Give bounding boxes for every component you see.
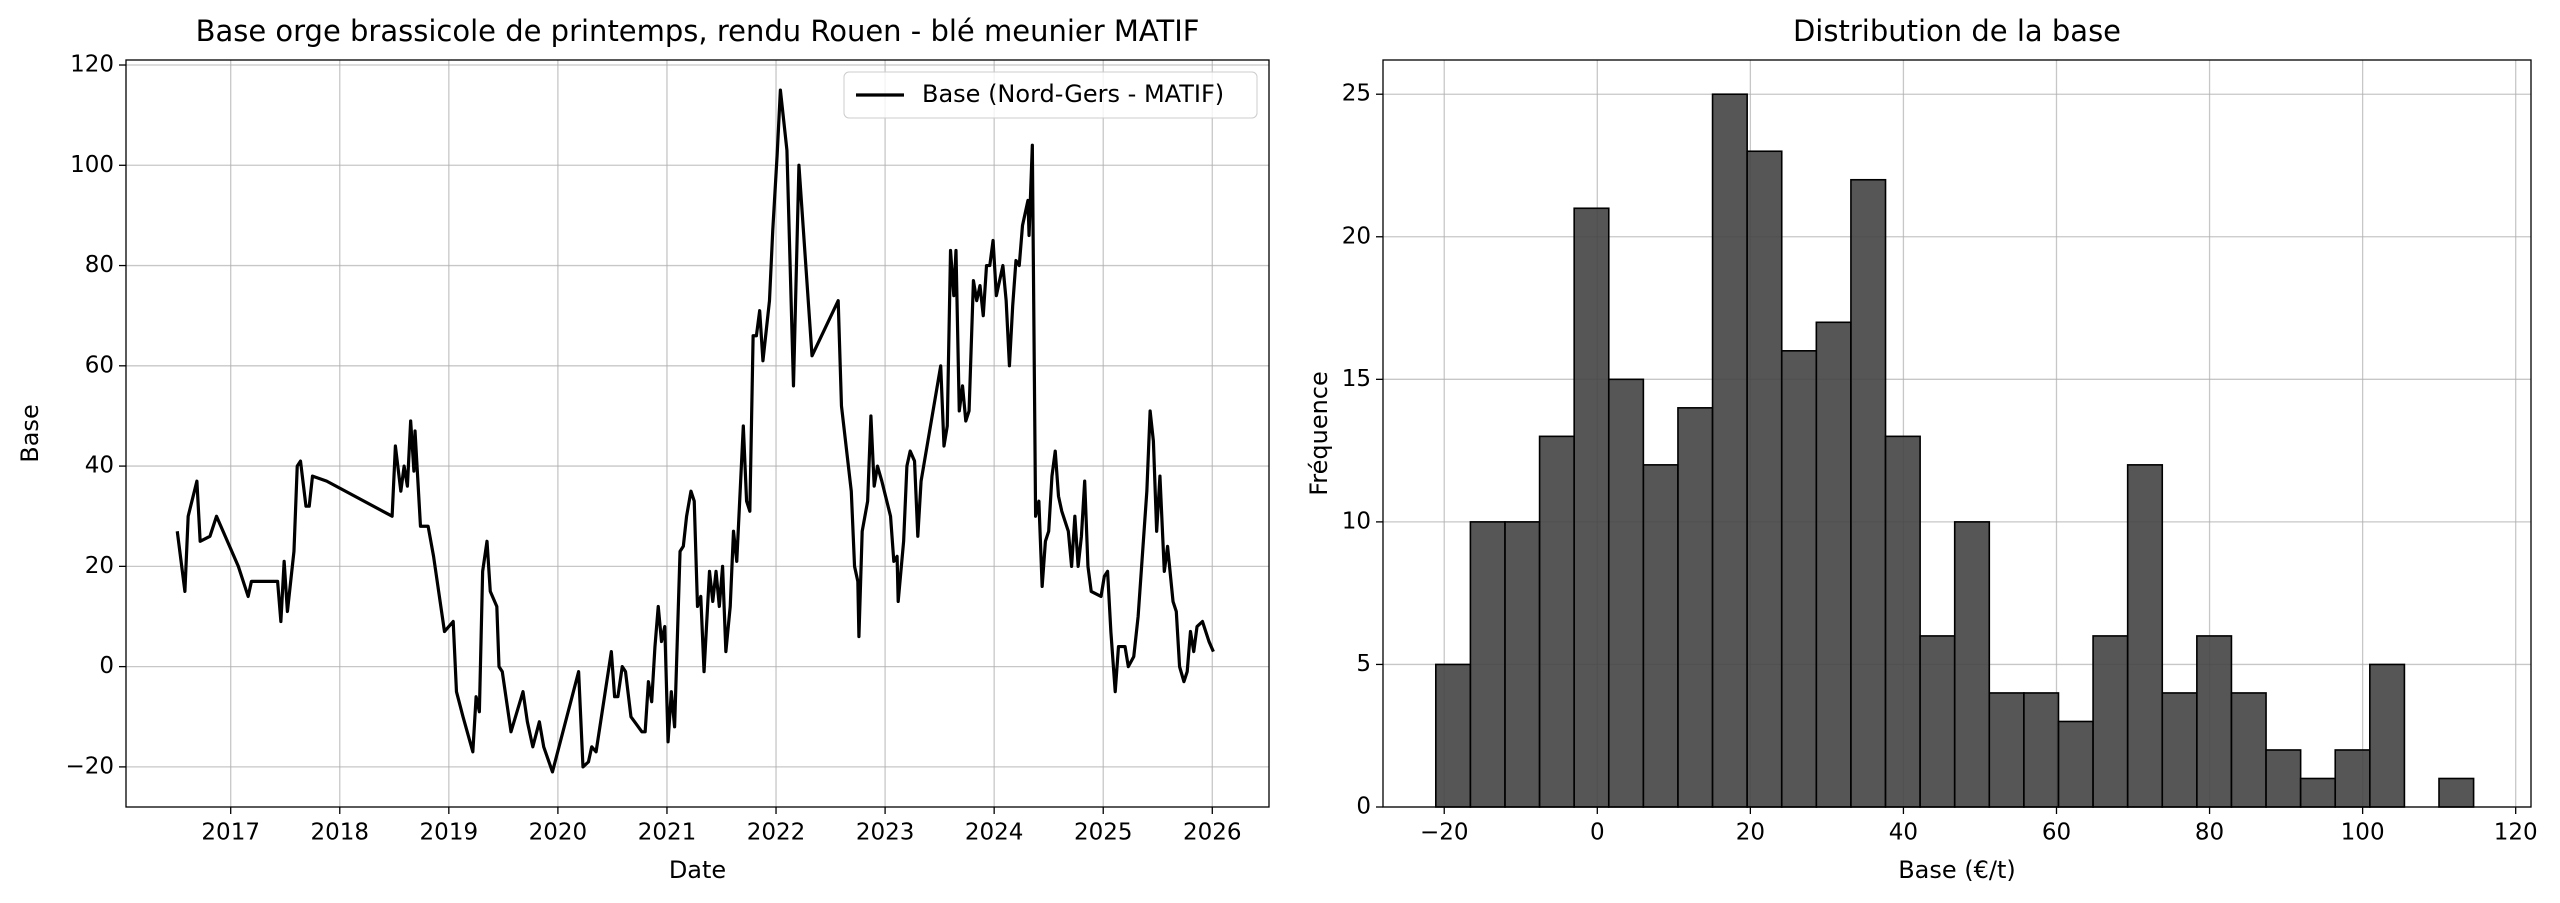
histogram-bar [2438,777,2475,808]
x-tick-label: 2022 [747,820,806,846]
histogram-bar [2265,749,2302,808]
legend-box [843,71,1258,119]
y-tick-label: 25 [1342,81,1371,107]
histogram-bar [1919,635,1956,808]
legend-label: Base (Nord-Gers - MATIF) [922,80,1224,108]
y-tick-label: −20 [65,753,114,779]
histogram-bar [1884,435,1921,808]
y-tick-label: 40 [85,453,114,479]
histogram-bar [1815,321,1852,808]
histogram-bar [2057,720,2094,808]
y-tick-label: 0 [1356,794,1371,820]
y-axis-label: Base [16,404,44,462]
y-tick-label: 120 [70,52,114,78]
histogram-bar [2334,749,2371,808]
histogram-bar [1504,521,1541,808]
panel: −20 0 20 40 60 80 100 120 0 5 10 15 20 25 Distribution… [1305,14,2538,884]
plot-frame [125,59,1270,808]
x-tick-label: −20 [1420,820,1469,846]
x-tick-label: 2018 [310,820,369,846]
x-axis-label: Date [669,856,726,884]
y-tick-label: 60 [85,352,114,378]
histogram-bar [1469,521,1506,808]
histogram-bar [1953,521,1991,808]
chart-title: Base orge brassicole de printemps, rendu… [196,14,1200,48]
histogram-bar [1850,178,1887,808]
x-tick-label: 100 [2341,820,2385,846]
histogram-bar [2092,635,2129,808]
y-tick-label: 5 [1356,651,1371,677]
y-tick-label: 20 [1342,223,1371,249]
x-tick-label: 120 [2494,820,2538,846]
histogram-bar [1607,378,1645,808]
histogram-bar [2161,692,2198,808]
histogram-bar [1677,407,1714,808]
histogram-bar [2196,635,2233,808]
y-tick-label: 100 [70,152,114,178]
histogram-bar [1780,350,1818,808]
histogram-bar [1538,435,1575,808]
histogram-bar [1642,464,1679,808]
x-tick-label: 2023 [856,820,915,846]
histogram-bar [1746,150,1783,808]
x-tick-label: 2025 [1074,820,1133,846]
histogram-bar [2299,777,2337,808]
histogram-bar [2126,464,2164,808]
plot-frame [1382,59,2532,808]
y-tick-label: 0 [99,653,114,679]
x-tick-label: 2017 [201,820,260,846]
histogram-bar [2369,663,2406,808]
x-tick-label: 2026 [1183,820,1242,846]
histogram-bar [1711,93,1748,808]
y-axis-label: Fréquence [1305,371,1333,496]
x-axis-label: Base (€/t) [1898,856,2016,884]
y-tick-label: 80 [85,252,114,278]
x-tick-label: 2021 [638,820,697,846]
y-tick-label: 10 [1342,508,1371,534]
histogram-bar [2230,692,2267,808]
x-tick-label: 2024 [965,820,1024,846]
x-tick-label: 20 [1736,820,1765,846]
histogram-bar [2023,692,2060,808]
y-tick-label: 20 [85,553,114,579]
chart-title: Distribution de la base [1793,14,2121,48]
x-tick-label: 40 [1889,820,1918,846]
histogram-bar [1435,663,1472,808]
x-tick-label: 2020 [529,820,588,846]
panel: 2017 2018 2019 2020 2021 2022 2023 2024 2025 2026… [16,14,1270,884]
y-tick-label: 15 [1342,366,1371,392]
histogram-bar [1573,207,1610,808]
x-tick-label: 0 [1590,820,1605,846]
histogram-bar [1988,692,2025,808]
x-tick-label: 60 [2042,820,2071,846]
x-tick-label: 2019 [420,820,479,846]
line-series [175,88,1215,774]
x-tick-label: 80 [2195,820,2224,846]
